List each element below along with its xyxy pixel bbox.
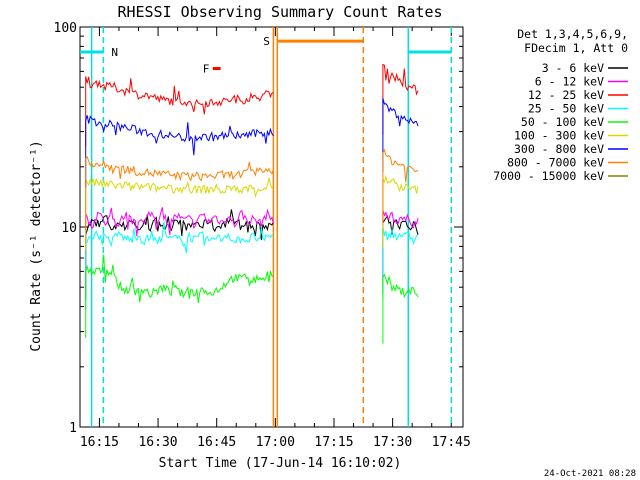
- annotation-n: N: [111, 46, 118, 59]
- legend-label: 300 - 800 keV: [514, 142, 604, 156]
- y-tick-label: 100: [54, 21, 77, 36]
- chart-title: RHESSI Observing Summary Count Rates: [117, 3, 442, 21]
- x-tick-label: 16:15: [80, 435, 119, 450]
- series-line-2: [85, 76, 274, 147]
- series-line-4: [85, 254, 274, 338]
- legend-label: 7000 - 15000 keV: [493, 169, 604, 183]
- plot-area: 1 10 100 16:15 16:30 16:45 17:00 17:15 17:30 17:4…: [54, 21, 471, 450]
- legend-label: 12 - 25 keV: [528, 88, 604, 102]
- annotation-f: F: [203, 63, 210, 76]
- x-tick-label: 17:00: [256, 435, 295, 450]
- x-tick-label: 16:30: [138, 435, 177, 450]
- y-axis-label: Count Rate (s⁻¹ detector⁻¹): [29, 140, 44, 351]
- legend-label: 6 - 12 keV: [535, 75, 604, 89]
- series-line-4: [382, 273, 419, 344]
- series-line-6: [85, 115, 274, 188]
- x-axis-label: Start Time (17-Jun-14 16:10:02): [159, 456, 402, 471]
- legend-header-line-1: Det 1,3,4,5,6,9,: [517, 27, 628, 41]
- x-tick-label: 16:45: [197, 435, 236, 450]
- series-line-3: [382, 226, 419, 299]
- annotation-s: S: [263, 35, 270, 48]
- y-tick-label: 10: [61, 221, 77, 236]
- footer-date: 24-Oct-2021 08:28: [544, 469, 636, 479]
- series-line-5: [85, 177, 274, 251]
- legend-label: 800 - 7000 keV: [507, 156, 604, 170]
- x-tick-label: 17:30: [373, 435, 412, 450]
- legend-header-line-2: FDecim 1, Att 0: [524, 41, 628, 55]
- x-tick-label: 17:45: [432, 435, 471, 450]
- series-line-6: [382, 98, 419, 172]
- series-line-7: [85, 155, 274, 230]
- series-line-1: [382, 209, 419, 281]
- legend-label: 100 - 300 keV: [514, 129, 604, 143]
- legend-label: 25 - 50 keV: [528, 102, 604, 116]
- legend-label: 3 - 6 keV: [542, 61, 604, 75]
- series-line-7: [382, 148, 419, 223]
- series-line-2: [382, 63, 419, 136]
- series-line-5: [382, 174, 419, 248]
- legend: Det 1,3,4,5,6,9, FDecim 1, Att 0 3 - 6 k…: [493, 27, 628, 183]
- legend-label: 50 - 100 keV: [521, 115, 604, 129]
- series-line-0: [85, 209, 274, 300]
- x-tick-label: 17:15: [314, 435, 353, 450]
- y-tick-label: 1: [69, 421, 77, 436]
- series-line-3: [85, 221, 274, 311]
- series-line-1: [85, 207, 274, 289]
